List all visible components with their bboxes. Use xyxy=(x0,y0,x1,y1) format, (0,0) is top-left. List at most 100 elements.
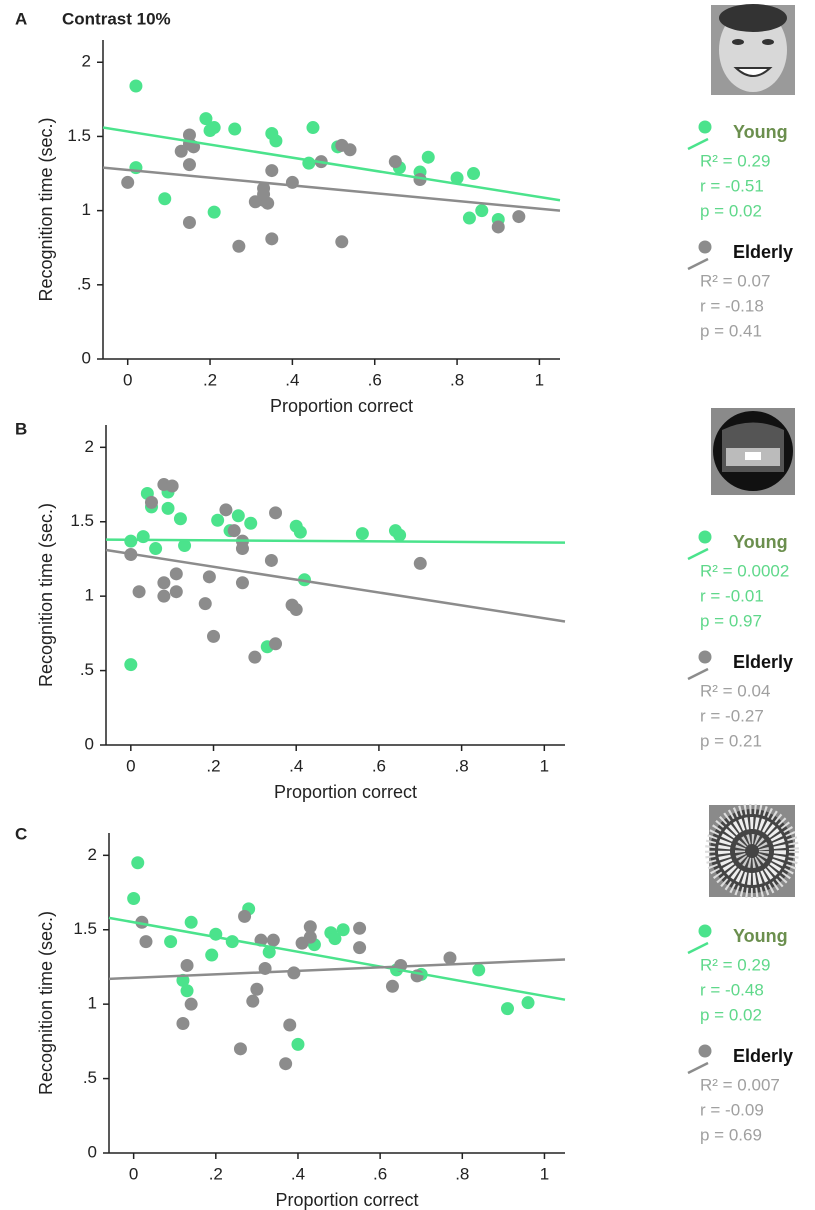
data-point xyxy=(355,527,369,541)
data-point xyxy=(238,909,252,923)
data-point xyxy=(139,935,153,949)
data-point xyxy=(227,524,241,538)
face-image xyxy=(711,4,795,95)
data-point xyxy=(178,539,192,553)
data-point xyxy=(157,576,171,590)
y-tick-label: .5 xyxy=(83,1068,97,1087)
data-point xyxy=(169,585,183,599)
data-point xyxy=(462,211,476,225)
chart-title: Contrast 10% xyxy=(62,9,171,28)
stat-text: r = -0.01 xyxy=(700,586,764,605)
data-point xyxy=(176,1017,190,1031)
data-point xyxy=(413,556,427,570)
stat-text: R² = 0.04 xyxy=(700,681,770,700)
data-point xyxy=(303,930,317,944)
data-point xyxy=(246,994,260,1008)
fit-line xyxy=(102,166,561,212)
data-point xyxy=(199,112,213,126)
panel-label: B xyxy=(15,419,27,438)
legend-line xyxy=(687,257,709,271)
x-tick-label: .8 xyxy=(450,370,464,389)
data-point xyxy=(303,920,317,934)
x-tick-label: 1 xyxy=(540,756,549,775)
data-point xyxy=(512,210,526,224)
legend-line xyxy=(687,667,709,681)
data-point xyxy=(289,603,303,617)
y-tick-label: 2 xyxy=(85,437,94,456)
legend-line xyxy=(687,137,709,151)
data-point xyxy=(421,150,435,164)
stat-text: p = 0.41 xyxy=(700,321,762,340)
stat-text: p = 0.97 xyxy=(700,611,762,630)
y-tick-label: 1 xyxy=(88,994,97,1013)
y-tick-label: .5 xyxy=(77,274,91,293)
data-point xyxy=(124,534,138,548)
y-tick-label: .5 xyxy=(80,660,94,679)
data-point xyxy=(269,637,283,651)
data-point xyxy=(184,997,198,1011)
fit-line xyxy=(108,958,566,981)
x-tick-label: .8 xyxy=(455,756,469,775)
legend-label: Elderly xyxy=(733,652,793,672)
y-tick-label: 0 xyxy=(85,734,94,753)
panel-label: C xyxy=(15,824,27,843)
data-point xyxy=(144,495,158,509)
x-tick-label: 0 xyxy=(129,1164,138,1183)
legend-marker xyxy=(698,924,712,938)
stat-text: R² = 0.007 xyxy=(700,1075,780,1094)
stat-text: p = 0.02 xyxy=(700,1005,762,1024)
x-tick-label: .2 xyxy=(209,1164,223,1183)
legend-marker xyxy=(698,1044,712,1058)
stat-text: r = -0.09 xyxy=(700,1100,764,1119)
panel-label: A xyxy=(15,9,27,28)
y-tick-label: 1.5 xyxy=(73,919,97,938)
data-point xyxy=(336,923,350,937)
data-point xyxy=(248,650,262,664)
noise-image xyxy=(705,804,799,898)
data-point xyxy=(521,996,535,1010)
data-point xyxy=(500,1002,514,1016)
data-point xyxy=(291,1037,305,1051)
y-axis-label: Recognition time (sec.) xyxy=(36,503,56,687)
legend-label: Young xyxy=(733,532,788,552)
legend-label: Young xyxy=(733,122,788,142)
y-tick-label: 1 xyxy=(85,586,94,605)
data-point xyxy=(207,121,221,135)
data-point xyxy=(219,503,233,517)
x-tick-label: 0 xyxy=(123,370,132,389)
data-point xyxy=(388,155,402,169)
data-point xyxy=(235,576,249,590)
data-point xyxy=(132,585,146,599)
data-point xyxy=(467,167,481,181)
data-point xyxy=(232,239,246,253)
stat-text: R² = 0.29 xyxy=(700,955,770,974)
x-axis-label: Proportion correct xyxy=(274,782,417,802)
y-tick-label: 2 xyxy=(82,52,91,71)
data-point xyxy=(385,979,399,993)
data-point xyxy=(393,528,407,542)
x-tick-label: .2 xyxy=(203,370,217,389)
data-point xyxy=(124,658,138,672)
x-tick-label: 0 xyxy=(126,756,135,775)
data-point xyxy=(182,215,196,229)
fit-line xyxy=(102,126,561,202)
car-image xyxy=(711,408,795,495)
data-point xyxy=(235,542,249,556)
data-point xyxy=(287,966,301,980)
fit-line xyxy=(108,916,566,1001)
legend-line xyxy=(687,547,709,561)
legend-label: Elderly xyxy=(733,1046,793,1066)
data-point xyxy=(343,143,357,157)
data-point xyxy=(353,941,367,955)
data-point xyxy=(207,629,221,643)
data-point xyxy=(306,121,320,135)
data-point xyxy=(121,175,135,189)
legend-line xyxy=(687,941,709,955)
stat-text: R² = 0.29 xyxy=(700,151,770,170)
x-tick-label: 1 xyxy=(535,370,544,389)
data-point xyxy=(491,220,505,234)
data-point xyxy=(293,525,307,539)
data-point xyxy=(335,235,349,249)
data-point xyxy=(283,1018,297,1032)
legend-marker xyxy=(698,530,712,544)
